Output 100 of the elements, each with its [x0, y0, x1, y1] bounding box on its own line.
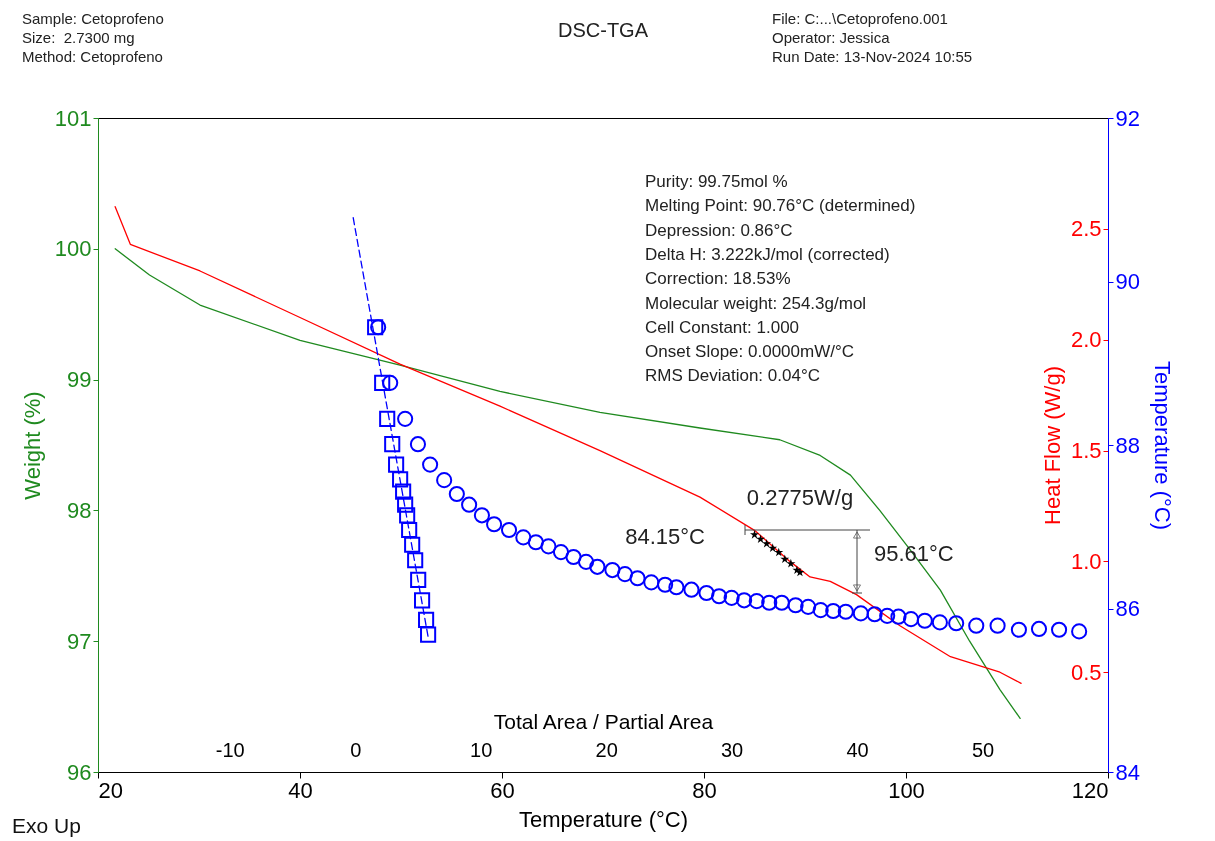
y2-tick-label: 1.5 [1070, 438, 1102, 464]
annotation: Depression: 0.86°C [645, 220, 793, 240]
x-tick-label: 80 [692, 777, 717, 803]
annotation: Delta H: 3.222kJ/mol (corrected) [645, 244, 890, 264]
x-axis-title: Total Area / Partial Area [493, 709, 714, 733]
point [565, 548, 582, 566]
point [800, 598, 817, 615]
y2-axis-title: Heat Flow (W/g) [1039, 366, 1065, 525]
point [379, 410, 396, 427]
text: Method: Cetoprofeno [22, 47, 164, 66]
point [1010, 621, 1027, 638]
y2-tick-label: 1.0 [1070, 548, 1102, 574]
point [436, 472, 453, 489]
point [388, 456, 405, 473]
point [397, 410, 414, 427]
point [604, 562, 621, 579]
point [461, 496, 478, 513]
y-tick-label: 90 [1115, 269, 1140, 294]
x-tick-label: 40 [288, 777, 313, 803]
x-tick-label: 10 [470, 738, 493, 761]
point [787, 597, 804, 614]
point [825, 602, 842, 620]
point [761, 594, 778, 611]
annotation: Onset Slope: 0.0000mW/°C [645, 342, 855, 362]
point [527, 534, 544, 551]
y-tick-label: 98 [67, 497, 92, 523]
point [384, 436, 401, 453]
point [577, 553, 595, 570]
annotation: Correction: 18.53% [645, 269, 791, 289]
point [890, 608, 907, 625]
point [1030, 620, 1048, 637]
point [382, 374, 399, 391]
point [540, 538, 557, 555]
x-tick-label: 30 [720, 738, 744, 761]
y-tick-label: 99 [67, 367, 92, 393]
annotation: Purity: 99.75mol % [645, 172, 788, 191]
x-axis-title: Temperature (°C) [519, 806, 688, 832]
point [552, 544, 570, 561]
y-tick-label: 86 [1115, 596, 1140, 621]
annotation: 0.2775W/g [746, 485, 854, 510]
point [698, 584, 715, 602]
point [397, 496, 414, 513]
point [422, 456, 439, 473]
y2-tick-label: 2.5 [1070, 216, 1102, 242]
point [989, 617, 1006, 634]
text: Run Date: 13-Nov-2024 10:55 [772, 47, 973, 66]
text: Sample: Cetoprofeno [22, 9, 164, 28]
annotation: Melting Point: 90.76°C (determined) [645, 196, 916, 216]
point [500, 521, 518, 539]
x-tick-label: 0 [350, 738, 362, 761]
x-tick-label: 50 [971, 738, 995, 761]
y-axis-title: Temperature (°C) [1149, 361, 1175, 530]
x-tick-label: 20 [98, 777, 123, 803]
point [1051, 621, 1068, 638]
point [410, 571, 427, 588]
y2-tick-label: 2.0 [1070, 327, 1102, 353]
x-tick-label: 120 [1071, 777, 1109, 803]
point [473, 507, 490, 524]
point [409, 436, 427, 453]
point [968, 617, 985, 634]
point [723, 589, 740, 606]
point [616, 566, 634, 583]
point [948, 615, 965, 632]
point [404, 536, 421, 553]
point [837, 603, 854, 620]
point [866, 606, 883, 623]
y-tick-label: 96 [67, 759, 92, 785]
text: Size: 2.7300 mg [22, 28, 136, 47]
annotation: Molecular weight: 254.3g/mol [645, 293, 867, 313]
y-tick-label: 88 [1115, 432, 1140, 458]
point [812, 602, 829, 619]
point [736, 592, 753, 609]
y2-tick-label: 0.5 [1070, 659, 1102, 685]
text: File: C:...\Cetoprofeno.001 [772, 9, 949, 28]
annotation: Cell Constant: 1.000 [645, 317, 800, 337]
point [407, 552, 424, 569]
point [852, 605, 869, 622]
x-tick-label: -10 [215, 738, 245, 761]
x-tick-label: 20 [595, 738, 618, 761]
point [931, 614, 948, 631]
point [668, 579, 685, 596]
point [1071, 623, 1088, 640]
y-tick-label: 84 [1115, 759, 1140, 785]
chart-title: DSC-TGA [558, 19, 649, 41]
y-tick-label: 97 [67, 628, 92, 654]
x-tick-label: 40 [846, 738, 869, 761]
point [879, 607, 896, 624]
point [916, 612, 933, 629]
point [629, 570, 646, 587]
point [399, 507, 416, 524]
point [515, 529, 532, 546]
x-tick-label: 60 [490, 777, 515, 803]
point [657, 576, 674, 593]
point [448, 485, 465, 503]
point [683, 581, 700, 598]
y-tick-label: 100 [54, 236, 92, 262]
point [374, 374, 391, 391]
text: Operator: Jessica [772, 28, 891, 47]
point [748, 593, 765, 610]
point [710, 588, 728, 605]
